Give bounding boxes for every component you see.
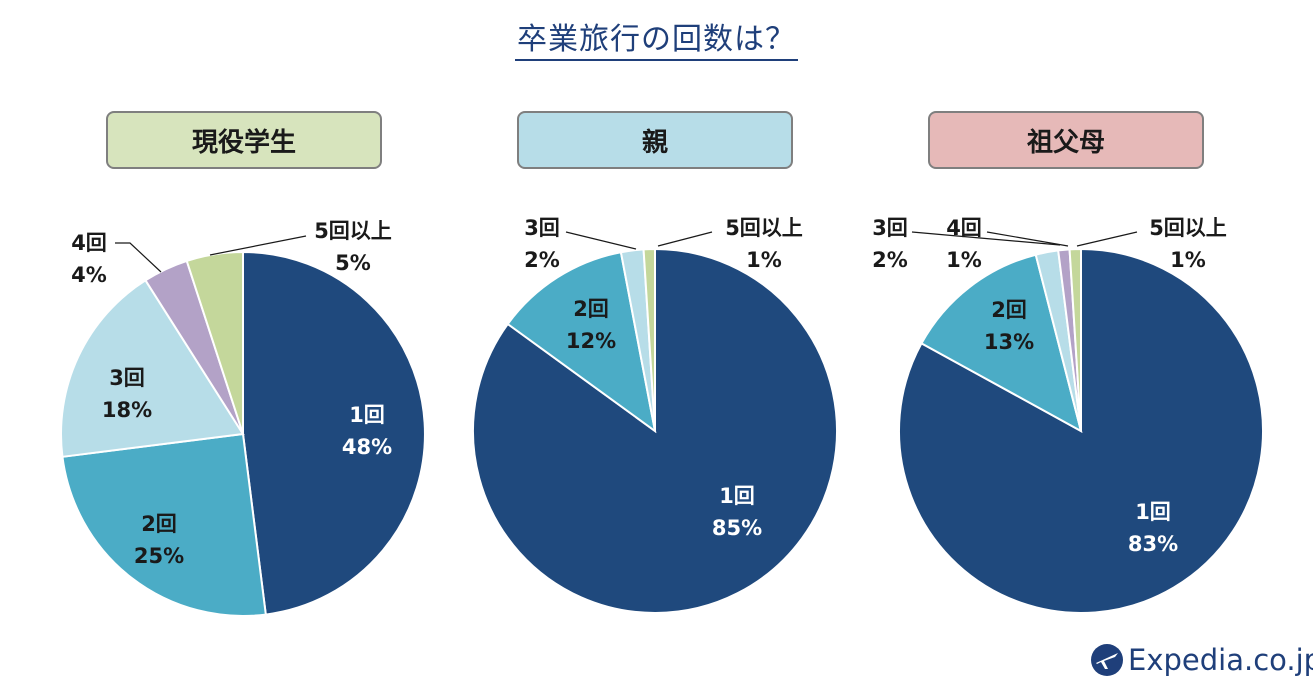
pie-2-leader-4 xyxy=(1076,231,1138,247)
pie-2-leader-3 xyxy=(986,231,1069,247)
pie-0-leader-4 xyxy=(209,235,307,256)
pie-0-slice-2 xyxy=(60,278,245,458)
pie-0-label-2-category: 3回 xyxy=(109,366,145,390)
pie-2-slices xyxy=(898,247,1264,614)
plane-icon xyxy=(1091,644,1123,676)
pie-1-label-0-value: 85% xyxy=(712,516,762,540)
pie-title-grandparents: 祖父母 xyxy=(928,111,1204,169)
pie-0-label-4: 5回以上 5% xyxy=(314,219,392,275)
pie-1-label-3-value: 1% xyxy=(746,248,782,272)
pie-title-students: 現役学生 xyxy=(106,111,382,169)
pie-2-label-4: 5回以上 1% xyxy=(1149,216,1227,272)
pie-2-label-2: 3回2% xyxy=(872,216,908,272)
pie-1-leader-3 xyxy=(657,231,713,247)
pie-2-label-4-value: 1% xyxy=(1170,248,1206,272)
pie-1-slice-3 xyxy=(642,247,656,432)
pie-1-label-2-category: 3回 xyxy=(524,216,560,240)
pie-2-label-0-value: 83% xyxy=(1128,532,1178,556)
pie-1-label-3: 5回以上 1% xyxy=(725,216,803,272)
pie-0-leader-3 xyxy=(115,242,162,273)
pie-1-label-3-category: 5回以上 xyxy=(725,216,803,240)
pie-1-label-0-category: 1回 xyxy=(719,484,755,508)
pie-2-label-0-category: 1回 xyxy=(1135,500,1171,524)
pie-1-label-1-value: 12% xyxy=(566,329,616,353)
pie-1-slices xyxy=(472,247,838,614)
pie-0-label-0-value: 48% xyxy=(342,435,392,459)
pie-1-slice-1 xyxy=(506,251,657,434)
pie-2-label-1-category: 2回 xyxy=(991,298,1027,322)
pie-1-label-2: 3回2% xyxy=(524,216,560,272)
brand-name: Expedia.co.jp xyxy=(1128,643,1313,677)
pie-2-leader-2 xyxy=(911,231,1061,246)
pie-2-slice-1 xyxy=(920,253,1083,433)
pie-0-slice-1 xyxy=(61,432,267,617)
pie-2-label-1-value: 13% xyxy=(984,330,1034,354)
pie-0-label-4-value: 5% xyxy=(335,251,371,275)
pie-2-label-3-category: 4回 xyxy=(946,216,982,240)
pie-title-parents: 親 xyxy=(517,111,793,169)
pie-0-slice-0 xyxy=(242,250,426,616)
pie-1-label-2-value: 2% xyxy=(524,248,560,272)
pie-0-label-1-category: 2回 xyxy=(141,512,177,536)
pie-2-label-2-value: 2% xyxy=(872,248,908,272)
pie-0-label-2-value: 18% xyxy=(102,398,152,422)
pie-2-label-3: 4回1% xyxy=(946,216,982,272)
pie-1-leader-2 xyxy=(565,231,637,250)
pie-1-label-1-category: 2回 xyxy=(573,297,609,321)
expedia-logo: Expedia.co.jp xyxy=(1090,640,1313,680)
chart-title: 卒業旅行の回数は？ xyxy=(0,14,1313,61)
pie-2-label-4-category: 5回以上 xyxy=(1149,216,1227,240)
pie-2-slice-4 xyxy=(1068,247,1082,432)
pie-0-label-0-category: 1回 xyxy=(349,403,385,427)
pie-0-label-3: 4回4% xyxy=(71,231,107,287)
pie-0-label-4-category: 5回以上 xyxy=(314,219,392,243)
pie-2-label-2-category: 3回 xyxy=(872,216,908,240)
pie-0-label-3-category: 4回 xyxy=(71,231,107,255)
pie-0-label-3-value: 4% xyxy=(71,263,107,287)
pie-2-label-3-value: 1% xyxy=(946,248,982,272)
pie-0-label-1-value: 25% xyxy=(134,544,184,568)
pie-0-slices xyxy=(60,250,426,617)
